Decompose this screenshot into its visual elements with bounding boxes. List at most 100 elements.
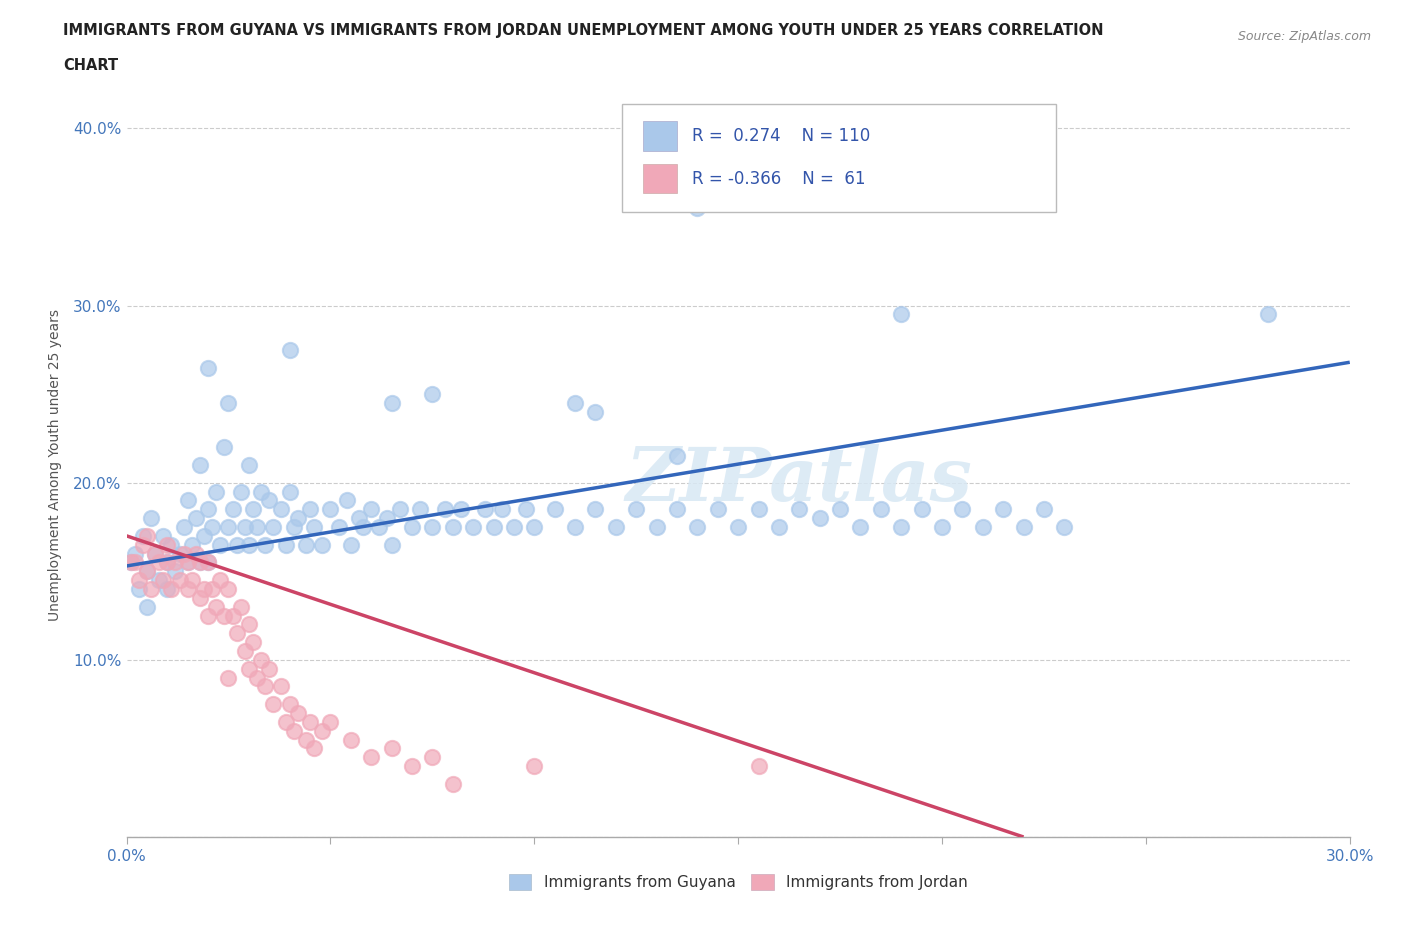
Point	[246, 520, 269, 535]
Point	[156, 581, 179, 596]
Point	[311, 724, 333, 738]
Point	[340, 732, 363, 747]
Point	[221, 608, 243, 623]
Point	[242, 502, 264, 517]
Point	[295, 538, 318, 552]
Point	[128, 581, 150, 596]
Point	[197, 502, 219, 517]
Point	[225, 538, 247, 552]
Point	[259, 661, 281, 676]
Point	[184, 546, 207, 561]
Text: R = -0.366    N =  61: R = -0.366 N = 61	[692, 169, 865, 188]
Text: R =  0.274    N = 110: R = 0.274 N = 110	[692, 127, 870, 145]
Point	[422, 387, 444, 402]
Text: IMMIGRANTS FROM GUYANA VS IMMIGRANTS FROM JORDAN UNEMPLOYMENT AMONG YOUTH UNDER : IMMIGRANTS FROM GUYANA VS IMMIGRANTS FRO…	[63, 23, 1104, 38]
Point	[380, 395, 404, 410]
Point	[564, 520, 586, 535]
Point	[727, 520, 749, 535]
Point	[188, 591, 211, 605]
Point	[254, 538, 277, 552]
Point	[173, 546, 195, 561]
Point	[238, 661, 260, 676]
Point	[686, 520, 709, 535]
Point	[849, 520, 872, 535]
Point	[564, 395, 586, 410]
Point	[666, 448, 689, 463]
Bar	[643, 164, 678, 193]
Point	[328, 520, 350, 535]
Point	[217, 395, 239, 410]
Point	[441, 777, 464, 791]
Point	[169, 546, 191, 561]
Point	[474, 502, 496, 517]
Point	[197, 555, 219, 570]
Point	[287, 706, 309, 721]
Point	[139, 511, 162, 525]
Point	[124, 555, 146, 570]
Point	[319, 502, 342, 517]
Point	[299, 502, 322, 517]
Point	[461, 520, 484, 535]
Point	[180, 538, 202, 552]
Point	[302, 520, 325, 535]
Point	[143, 546, 166, 561]
Point	[160, 538, 183, 552]
Point	[283, 724, 305, 738]
Point	[254, 679, 277, 694]
Point	[246, 671, 269, 685]
Point	[156, 538, 179, 552]
Point	[543, 502, 565, 517]
Text: ZIPatlas: ZIPatlas	[626, 444, 973, 516]
Point	[132, 538, 155, 552]
Point	[336, 493, 359, 508]
Point	[283, 520, 305, 535]
Point	[666, 502, 689, 517]
Point	[270, 679, 292, 694]
Point	[135, 564, 157, 578]
Point	[156, 555, 179, 570]
Point	[409, 502, 432, 517]
Point	[1053, 520, 1076, 535]
Point	[152, 573, 174, 588]
Point	[197, 608, 219, 623]
Text: CHART: CHART	[63, 58, 118, 73]
Point	[360, 750, 382, 764]
Point	[132, 528, 155, 543]
Point	[217, 671, 239, 685]
Text: Source: ZipAtlas.com: Source: ZipAtlas.com	[1237, 30, 1371, 43]
Point	[229, 599, 252, 614]
Point	[523, 759, 546, 774]
Point	[205, 485, 228, 499]
Point	[128, 573, 150, 588]
Point	[209, 573, 232, 588]
Point	[238, 458, 260, 472]
Point	[278, 697, 301, 711]
Point	[193, 581, 215, 596]
Point	[503, 520, 526, 535]
Point	[120, 555, 142, 570]
Point	[148, 555, 170, 570]
Point	[135, 528, 157, 543]
Point	[238, 617, 260, 631]
Point	[225, 626, 247, 641]
Point	[193, 528, 215, 543]
Point	[184, 511, 207, 525]
Point	[233, 520, 256, 535]
Point	[250, 485, 273, 499]
Point	[686, 201, 709, 216]
Point	[347, 511, 370, 525]
Legend: Immigrants from Guyana, Immigrants from Jordan: Immigrants from Guyana, Immigrants from …	[502, 868, 974, 897]
Point	[360, 502, 382, 517]
Point	[177, 555, 200, 570]
Point	[274, 538, 297, 552]
Point	[450, 502, 472, 517]
Point	[238, 538, 260, 552]
Point	[401, 759, 423, 774]
Point	[278, 485, 301, 499]
Point	[748, 759, 770, 774]
Point	[422, 750, 444, 764]
Point	[993, 502, 1015, 517]
Point	[368, 520, 391, 535]
Point	[706, 502, 728, 517]
Point	[605, 520, 627, 535]
